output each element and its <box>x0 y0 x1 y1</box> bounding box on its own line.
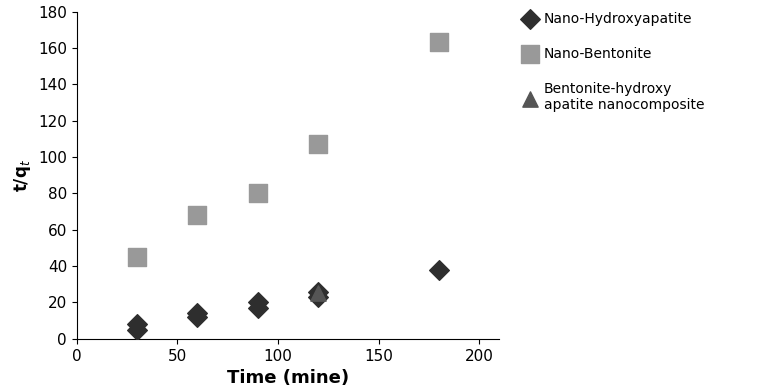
Nano-Bentonite <box>432 39 445 45</box>
Y-axis label: t/q$_t$: t/q$_t$ <box>12 159 32 192</box>
Nano-Hydroxyapatite <box>252 305 264 311</box>
Nano-Bentonite <box>191 212 204 218</box>
Legend: Nano-Hydroxyapatite, Nano-Bentonite, Bentonite-hydroxy
apatite nanocomposite: Nano-Hydroxyapatite, Nano-Bentonite, Ben… <box>523 12 704 112</box>
Nano-Hydroxyapatite <box>131 321 144 327</box>
Nano-Hydroxyapatite <box>312 288 324 295</box>
Nano-Bentonite <box>312 141 324 147</box>
Nano-Bentonite <box>252 190 264 196</box>
Bentonite-hydroxy
apatite nanocomposite <box>312 290 324 296</box>
X-axis label: Time (mine): Time (mine) <box>227 369 349 385</box>
Nano-Hydroxyapatite <box>432 267 445 273</box>
Nano-Hydroxyapatite <box>312 294 324 300</box>
Nano-Bentonite <box>131 254 144 260</box>
Nano-Hydroxyapatite <box>252 300 264 306</box>
Nano-Hydroxyapatite <box>191 314 204 320</box>
Nano-Hydroxyapatite <box>131 326 144 333</box>
Nano-Hydroxyapatite <box>191 310 204 316</box>
